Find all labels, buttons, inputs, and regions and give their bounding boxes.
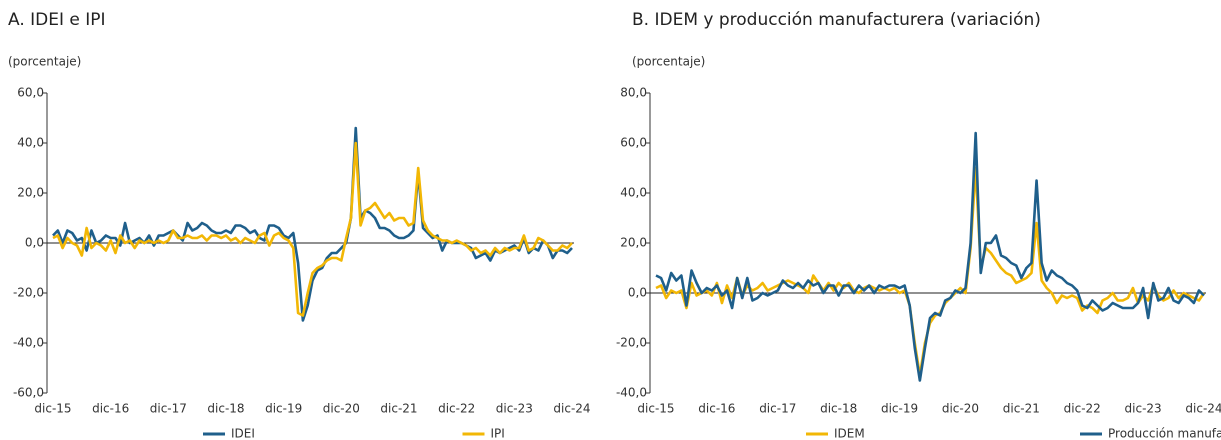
x-tick-label: dic-18 [820, 402, 857, 416]
legend-label: IDEM [834, 427, 865, 440]
y-tick-label: 20,0 [620, 236, 647, 250]
x-tick-label: dic-19 [881, 402, 918, 416]
y-tick-label: -20,0 [13, 286, 44, 300]
y-tick-label: 0,0 [25, 236, 44, 250]
y-tick-label: -60,0 [13, 386, 44, 400]
y-tick-label: -40,0 [616, 386, 647, 400]
chart-subtitle: (porcentaje) [8, 55, 81, 69]
y-tick-label: 40,0 [620, 186, 647, 200]
x-tick-label: dic-17 [759, 402, 796, 416]
x-tick-label: dic-16 [698, 402, 735, 416]
x-tick-label: dic-22 [438, 402, 475, 416]
x-tick-label: dic-24 [1185, 402, 1221, 416]
x-tick-label: dic-20 [942, 402, 979, 416]
legend-label: Producción manufacturera - DANE [1108, 427, 1221, 440]
y-tick-label: 80,0 [620, 86, 647, 100]
series-line [655, 166, 1206, 377]
y-tick-label: -20,0 [616, 336, 647, 350]
y-tick-label: 20,0 [17, 186, 44, 200]
x-tick-label: dic-15 [637, 402, 674, 416]
x-tick-label: dic-21 [1003, 402, 1040, 416]
chart-subtitle: (porcentaje) [632, 55, 705, 69]
x-tick-label: dic-18 [207, 402, 244, 416]
legend-label: IPI [491, 427, 505, 440]
series-line [655, 131, 1205, 382]
series-line [52, 126, 573, 322]
x-tick-label: dic-20 [323, 402, 360, 416]
x-tick-label: dic-19 [265, 402, 302, 416]
legend-label: IDEI [231, 427, 255, 440]
x-tick-label: dic-23 [496, 402, 533, 416]
chart-title: B. IDEM y producción manufacturera (vari… [632, 10, 1041, 30]
x-tick-label: dic-21 [380, 402, 417, 416]
y-tick-label: 40,0 [17, 136, 44, 150]
y-tick-label: 60,0 [17, 86, 44, 100]
x-tick-label: dic-22 [1064, 402, 1101, 416]
series-line [52, 141, 573, 317]
x-tick-label: dic-17 [150, 402, 187, 416]
y-tick-label: 60,0 [620, 136, 647, 150]
x-tick-label: dic-15 [34, 402, 71, 416]
x-tick-label: dic-16 [92, 402, 129, 416]
chart-title: A. IDEI e IPI [8, 10, 106, 30]
x-tick-label: dic-23 [1125, 402, 1162, 416]
y-tick-label: 0,0 [628, 286, 647, 300]
x-tick-label: dic-24 [553, 402, 590, 416]
y-tick-label: -40,0 [13, 336, 44, 350]
